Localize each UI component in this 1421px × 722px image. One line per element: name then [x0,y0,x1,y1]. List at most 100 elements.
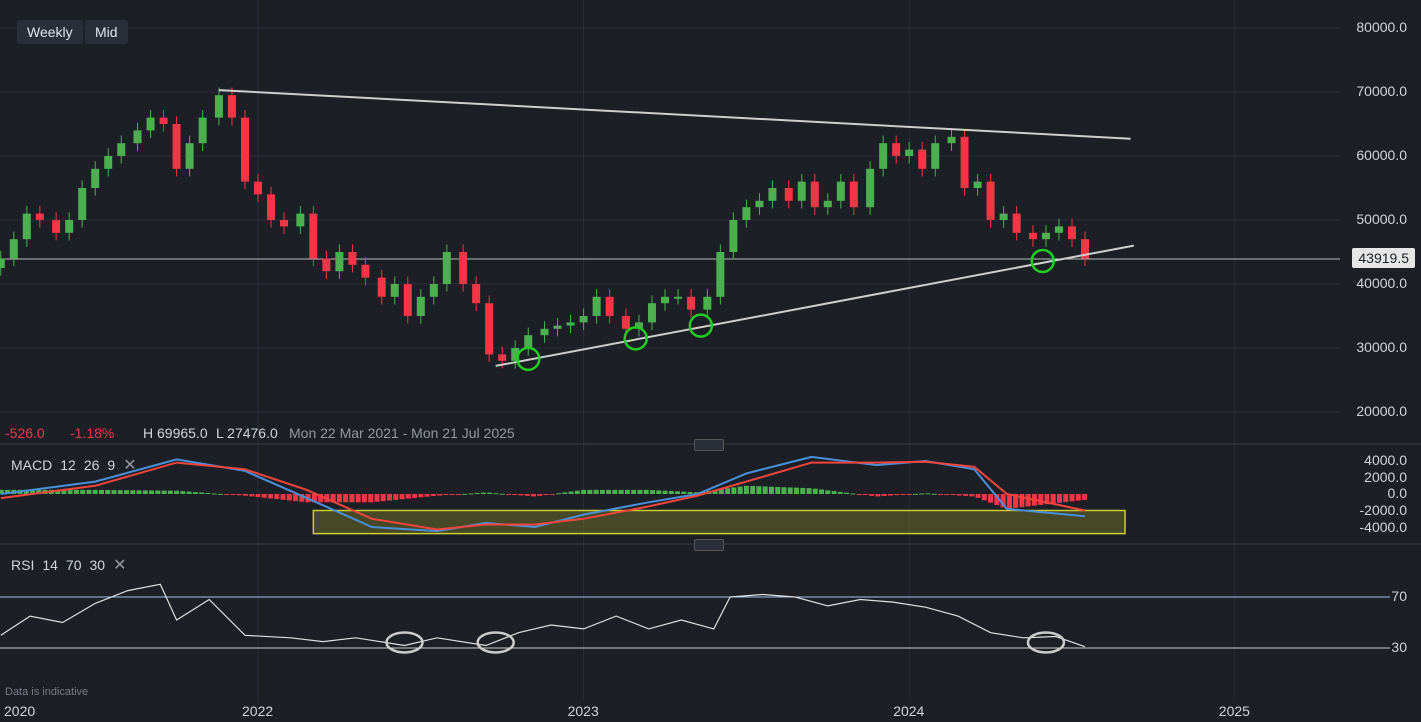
macd-histogram-bar [649,490,655,494]
macd-histogram-bar [606,489,612,494]
macd-histogram-bar [718,489,724,494]
candle-body [540,328,549,336]
macd-histogram-bar [894,494,900,496]
macd-histogram-bar [1038,494,1044,505]
macd-histogram-bar [568,491,574,494]
macd-histogram-bar [236,494,242,496]
macd-histogram-bar [518,494,524,496]
macd-histogram-bar [186,491,192,494]
candle-body [377,277,386,297]
macd-histogram-bar [1044,494,1050,505]
macd-histogram-bar [505,494,511,495]
candle-body [172,124,181,169]
rsi-low-highlight [385,631,424,654]
macd-histogram-bar [731,487,737,494]
high-value: H 69965.0 [143,425,208,441]
macd-histogram-bar [493,493,499,495]
macd-histogram-bar [23,489,29,494]
candle-body [947,136,956,144]
candle-body [309,213,318,259]
pane-resize-handle-1[interactable] [694,439,724,451]
macd-fast: 12 [60,457,76,473]
low-highlight-circle [1030,248,1055,274]
price-axis-label: 70000.0 [1356,83,1407,99]
candle-body [960,136,969,188]
candle-body [0,258,5,268]
candle-body [361,264,370,278]
macd-histogram-bar [105,490,111,494]
rsi-close-icon[interactable]: ✕ [113,557,127,574]
candle-body [973,181,982,188]
macd-histogram-bar [142,490,148,494]
candle-body [472,284,481,304]
macd-name: MACD [11,457,53,473]
candle-body [227,95,236,118]
candle-body [931,143,940,169]
macd-histogram-bar [487,492,493,494]
macd-histogram-bar [1019,494,1025,508]
macd-histogram-bar [581,489,587,494]
macd-histogram-bar [969,494,975,497]
macd-histogram-bar [462,493,468,495]
macd-histogram-bar [819,489,825,494]
macd-histogram-bar [900,494,906,495]
macd-histogram-bar [593,489,599,494]
macd-histogram-bar [1063,494,1069,503]
candle-body [784,188,793,201]
macd-histogram-bar [393,494,399,500]
candle-body [879,143,888,169]
interval-button[interactable]: Weekly [17,20,83,44]
macd-histogram-bar [30,489,36,494]
macd-highlight-box [312,509,1126,535]
change-percent: -1.18% [70,425,115,441]
pane-resize-handle-2[interactable] [694,539,724,551]
macd-axis-label: -4000.0 [1359,519,1407,535]
macd-histogram-bar [787,487,793,494]
candle-body [104,156,113,169]
macd-histogram-bar [0,489,4,494]
time-axis-label: 2023 [567,703,599,719]
macd-histogram-bar [318,494,324,503]
macd-histogram-bar [800,487,806,494]
macd-histogram-bar [681,491,687,494]
macd-histogram-bar [574,490,580,494]
rsi-axis-label: 70 [1391,588,1407,604]
candle-body [849,181,858,208]
macd-histogram-bar [255,494,261,498]
macd-histogram-bar [687,491,693,494]
candle-body [296,213,305,227]
macd-histogram-bar [725,488,731,494]
macd-histogram-bar [925,493,931,495]
macd-histogram-bar [374,494,380,502]
macd-histogram-bar [155,490,161,494]
macd-histogram-bar [399,494,405,500]
candle-body [1041,232,1050,240]
macd-histogram-bar [1069,494,1075,502]
macd-histogram-bar [180,491,186,494]
macd-histogram-bar [556,493,562,495]
candle-body [716,252,725,297]
candle-body [254,181,262,195]
low-highlight-circle [515,346,541,372]
candle-body [605,296,614,316]
candle-body [133,130,142,144]
macd-histogram-bar [587,489,593,494]
macd-histogram-bar [311,494,317,503]
macd-histogram-bar [455,494,461,495]
candle-body [836,181,845,201]
macd-close-icon[interactable]: ✕ [123,457,137,474]
candle-body [35,213,44,220]
macd-histogram-bar [361,494,367,503]
candle-body [918,149,927,169]
macd-histogram-bar [167,490,173,494]
price-type-button[interactable]: Mid [85,20,128,44]
macd-histogram-bar [405,494,411,499]
macd-histogram-bar [612,489,618,494]
price-axis-label: 50000.0 [1356,211,1407,227]
candle-body [498,354,507,361]
candle-body [553,325,562,329]
macd-histogram-bar [831,491,837,494]
macd-histogram-bar [136,490,142,494]
candle-body [267,194,276,220]
